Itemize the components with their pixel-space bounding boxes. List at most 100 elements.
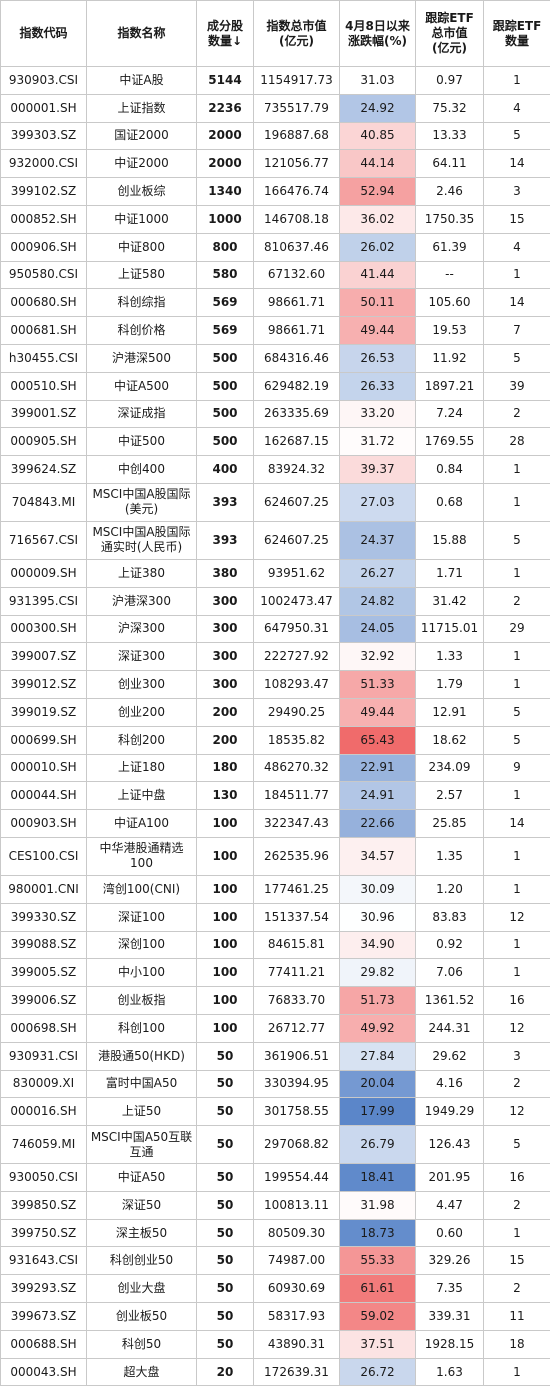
- cell-etf_cap: --: [416, 261, 484, 289]
- cell-name-line: 通实时(人民币): [88, 540, 195, 555]
- cell-chg: 27.03: [340, 483, 416, 521]
- cell-name: 中证A500: [87, 372, 197, 400]
- cell-chg: 18.73: [340, 1219, 416, 1247]
- column-header-line: 跟踪ETF: [485, 19, 549, 34]
- cell-etf_n: 14: [484, 810, 550, 838]
- cell-count: 100: [197, 837, 254, 875]
- cell-name: 上证580: [87, 261, 197, 289]
- cell-chg: 37.51: [340, 1330, 416, 1358]
- cell-count: 100: [197, 1014, 254, 1042]
- cell-etf_n: 5: [484, 1126, 550, 1164]
- column-header-line: (亿元): [417, 41, 482, 56]
- cell-code: 399850.SZ: [1, 1191, 87, 1219]
- cell-mcap: 166476.74: [254, 178, 340, 206]
- cell-mcap: 177461.25: [254, 875, 340, 903]
- cell-mcap: 108293.47: [254, 671, 340, 699]
- cell-etf_cap: 4.16: [416, 1070, 484, 1098]
- cell-name: 深创100: [87, 931, 197, 959]
- cell-name: 深证300: [87, 643, 197, 671]
- cell-code: 000300.SH: [1, 615, 87, 643]
- cell-name-line: (美元): [88, 502, 195, 517]
- cell-code: 399750.SZ: [1, 1219, 87, 1247]
- cell-chg: 30.09: [340, 875, 416, 903]
- cell-etf_cap: 13.33: [416, 122, 484, 150]
- cell-chg: 44.14: [340, 150, 416, 178]
- cell-mcap: 76833.70: [254, 987, 340, 1015]
- cell-etf_n: 5: [484, 698, 550, 726]
- cell-etf_n: 5: [484, 122, 550, 150]
- cell-name: 创业板指: [87, 987, 197, 1015]
- cell-etf_cap: 83.83: [416, 903, 484, 931]
- cell-chg: 26.72: [340, 1358, 416, 1386]
- cell-etf_cap: 0.97: [416, 67, 484, 95]
- cell-etf_cap: 75.32: [416, 94, 484, 122]
- cell-mcap: 647950.31: [254, 615, 340, 643]
- cell-etf_cap: 1897.21: [416, 372, 484, 400]
- cell-count: 569: [197, 317, 254, 345]
- cell-etf_n: 1: [484, 261, 550, 289]
- cell-mcap: 121056.77: [254, 150, 340, 178]
- cell-mcap: 84615.81: [254, 931, 340, 959]
- cell-mcap: 330394.95: [254, 1070, 340, 1098]
- column-header-count[interactable]: 成分股数量↓: [197, 1, 254, 67]
- cell-name: 上证指数: [87, 94, 197, 122]
- cell-code: 000680.SH: [1, 289, 87, 317]
- cell-code: 931395.CSI: [1, 587, 87, 615]
- cell-etf_cap: 1.79: [416, 671, 484, 699]
- cell-code: 000001.SH: [1, 94, 87, 122]
- cell-chg: 26.02: [340, 233, 416, 261]
- column-header-line: 数量↓: [198, 34, 252, 49]
- cell-count: 400: [197, 456, 254, 484]
- cell-code: 399001.SZ: [1, 400, 87, 428]
- cell-code: 000905.SH: [1, 428, 87, 456]
- cell-etf_n: 14: [484, 150, 550, 178]
- cell-chg: 18.41: [340, 1164, 416, 1192]
- cell-count: 50: [197, 1330, 254, 1358]
- cell-code: 000681.SH: [1, 317, 87, 345]
- cell-mcap: 199554.44: [254, 1164, 340, 1192]
- cell-etf_cap: 244.31: [416, 1014, 484, 1042]
- cell-name: 沪深300: [87, 615, 197, 643]
- column-header-line: (亿元): [255, 34, 338, 49]
- cell-mcap: 735517.79: [254, 94, 340, 122]
- cell-mcap: 263335.69: [254, 400, 340, 428]
- cell-mcap: 222727.92: [254, 643, 340, 671]
- cell-etf_cap: 234.09: [416, 754, 484, 782]
- column-header-line: 涨跌幅(%): [341, 34, 414, 49]
- cell-etf_cap: 126.43: [416, 1126, 484, 1164]
- cell-count: 500: [197, 344, 254, 372]
- cell-code: 000906.SH: [1, 233, 87, 261]
- cell-etf_cap: 1928.15: [416, 1330, 484, 1358]
- cell-count: 2000: [197, 150, 254, 178]
- cell-etf_cap: 11715.01: [416, 615, 484, 643]
- cell-name: 中证A50: [87, 1164, 197, 1192]
- cell-count: 569: [197, 289, 254, 317]
- cell-code: 000510.SH: [1, 372, 87, 400]
- cell-mcap: 83924.32: [254, 456, 340, 484]
- cell-code: 716567.CSI: [1, 521, 87, 559]
- cell-mcap: 196887.68: [254, 122, 340, 150]
- cell-name: 沪港深500: [87, 344, 197, 372]
- cell-etf_n: 16: [484, 987, 550, 1015]
- cell-code: 399330.SZ: [1, 903, 87, 931]
- cell-code: 930050.CSI: [1, 1164, 87, 1192]
- cell-code: h30455.CSI: [1, 344, 87, 372]
- cell-mcap: 77411.21: [254, 959, 340, 987]
- cell-etf_n: 1: [484, 671, 550, 699]
